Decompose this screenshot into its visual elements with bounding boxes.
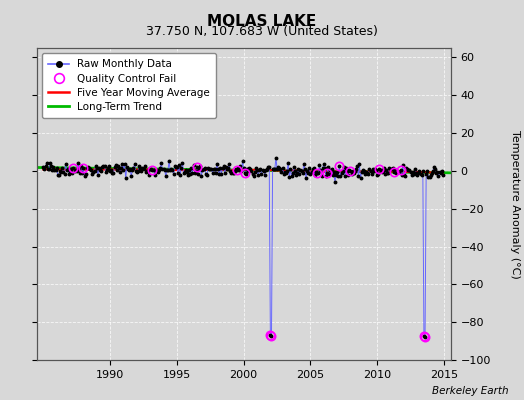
Y-axis label: Temperature Anomaly (°C): Temperature Anomaly (°C) <box>510 130 520 278</box>
Legend: Raw Monthly Data, Quality Control Fail, Five Year Moving Average, Long-Term Tren: Raw Monthly Data, Quality Control Fail, … <box>42 53 216 118</box>
Text: 37.750 N, 107.683 W (United States): 37.750 N, 107.683 W (United States) <box>146 25 378 38</box>
Text: MOLAS LAKE: MOLAS LAKE <box>208 14 316 29</box>
Text: Berkeley Earth: Berkeley Earth <box>432 386 508 396</box>
